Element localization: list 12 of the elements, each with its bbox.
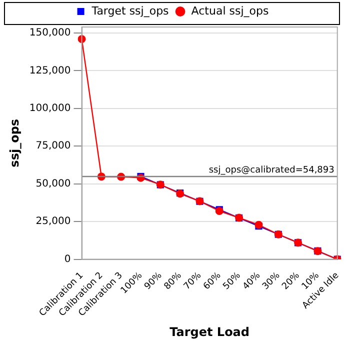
y-tick-label: 25,000 <box>36 216 71 228</box>
legend-label: Actual ssj_ops <box>191 4 269 18</box>
y-tick-label: 0 <box>64 254 71 265</box>
x-axis-title: Target Load <box>170 324 250 339</box>
y-tick-label: 75,000 <box>36 140 71 152</box>
ref-line-label: ssj_ops@calibrated=54,893 <box>208 165 334 176</box>
y-tick-label: 100,000 <box>29 103 71 114</box>
y-axis-title: ssj_ops <box>7 118 22 168</box>
y-tick-label: 150,000 <box>29 28 71 39</box>
y-tick-label: 125,000 <box>29 65 71 76</box>
y-tick-label: 50,000 <box>36 178 71 190</box>
legend-label: Target ssj_ops <box>90 4 170 18</box>
